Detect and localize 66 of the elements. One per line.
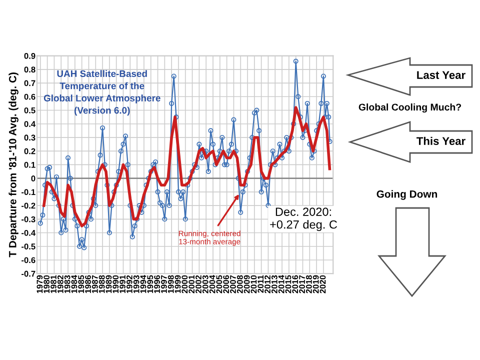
x-tick-label: 2015 bbox=[285, 275, 292, 294]
x-tick-label: 2001 bbox=[188, 275, 195, 294]
x-tick-label: 1989 bbox=[106, 275, 112, 293]
y-tick-label: -0.7 bbox=[22, 270, 36, 277]
x-tick-label: 1979 bbox=[36, 275, 43, 293]
x-tick-label: 2008 bbox=[236, 275, 243, 294]
x-tick-label: 1995 bbox=[147, 275, 154, 293]
text: Going Down bbox=[376, 190, 438, 200]
text: UAH Satellite-Based Temperature of the Global Lower Atmosphere (Version 6.0) bbox=[44, 70, 160, 116]
y-tick-label: 0.9 bbox=[24, 53, 36, 59]
y-tick-label: -0.2 bbox=[22, 202, 36, 209]
x-tick-label: 1998 bbox=[168, 275, 174, 293]
x-tick-label: 1997 bbox=[161, 275, 167, 293]
x-tick-label: 1982 bbox=[57, 275, 64, 293]
x-tick-label: 1983 bbox=[64, 275, 70, 293]
x-tick-label: 1988 bbox=[98, 275, 105, 293]
x-tick-label: 1999 bbox=[174, 275, 181, 293]
y-tick-label: -0.4 bbox=[22, 230, 36, 236]
y-tick-label: 0.3 bbox=[24, 134, 36, 141]
x-tick-label: 2016 bbox=[292, 275, 298, 294]
x-tick-label: 1996 bbox=[154, 275, 160, 293]
y-tick-label: 0.2 bbox=[24, 148, 36, 154]
x-tick-label: 2006 bbox=[223, 275, 230, 294]
x-tick-label: 2009 bbox=[244, 275, 250, 294]
x-tick-label: 2005 bbox=[216, 275, 222, 294]
x-tick-label: 2018 bbox=[306, 275, 312, 294]
x-tick-label: 1984 bbox=[71, 275, 78, 293]
y-tick-label: -0.5 bbox=[22, 244, 36, 250]
y-tick-label: 0.1 bbox=[24, 162, 36, 168]
x-tick-label: 1981 bbox=[50, 275, 56, 293]
y-axis-title: T Departure from '81-'10 Avg. (deg. C) bbox=[8, 72, 18, 258]
x-tick-label: 1987 bbox=[92, 275, 98, 293]
x-tick-label: 1990 bbox=[112, 275, 119, 293]
x-tick-label: 2017 bbox=[299, 275, 305, 294]
x-tick-label: 2013 bbox=[271, 275, 278, 294]
x-tick-label: 2020 bbox=[320, 275, 326, 294]
annotation: Dec. 2020: +0.27 deg. C bbox=[270, 208, 338, 232]
x-tick-label: 2004 bbox=[209, 275, 216, 294]
x-tick-label: 2000 bbox=[182, 275, 188, 294]
x-tick-label: 1991 bbox=[120, 275, 126, 293]
y-tick-label: -0.3 bbox=[22, 216, 36, 222]
x-tick-label: 1994 bbox=[140, 275, 146, 293]
text: This Year bbox=[416, 136, 466, 145]
y-tick-label: 0.6 bbox=[24, 94, 36, 100]
x-tick-label: 2012 bbox=[264, 275, 270, 294]
y-tick-label: -0.1 bbox=[22, 189, 36, 196]
x-tick-label: 2019 bbox=[312, 275, 319, 294]
x-tick-label: 1993 bbox=[133, 275, 140, 293]
text: Global Cooling Much? bbox=[358, 103, 462, 113]
x-tick-label: 2003 bbox=[202, 275, 208, 294]
x-tick-label: 2010 bbox=[250, 275, 257, 294]
y-tick-label: -0.6 bbox=[22, 257, 36, 264]
x-tick-label: 2002 bbox=[196, 275, 202, 294]
text: Last Year bbox=[417, 71, 466, 79]
x-tick-label: 1985 bbox=[78, 275, 84, 293]
y-tick-label: 0 bbox=[31, 176, 36, 182]
x-tick-label: 2011 bbox=[258, 275, 264, 293]
y-tick-label: 0.5 bbox=[24, 107, 36, 114]
x-tick-label: 1986 bbox=[85, 275, 91, 293]
x-tick-label: 2014 bbox=[278, 275, 284, 294]
x-tick-label: 2007 bbox=[230, 275, 236, 294]
x-tick-label: 1992 bbox=[126, 275, 132, 293]
y-tick-label: 0.7 bbox=[24, 80, 36, 86]
y-tick-label: 0.8 bbox=[24, 66, 36, 73]
y-tick-label: 0.4 bbox=[24, 121, 36, 127]
x-tick-label: 1980 bbox=[44, 275, 50, 293]
